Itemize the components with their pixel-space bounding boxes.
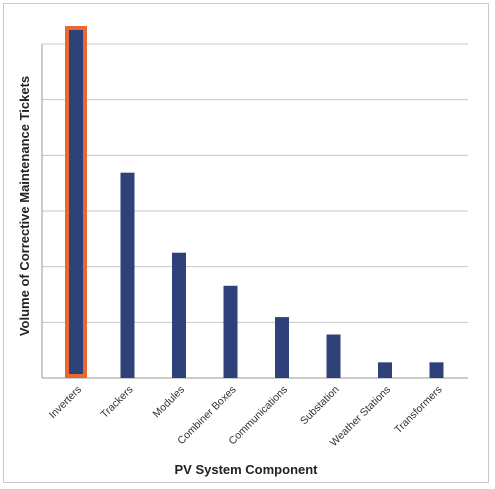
y-axis-label: Volume of Corrective Maintenance Tickets xyxy=(17,76,32,336)
bar-weather-stations xyxy=(378,362,392,378)
bars xyxy=(65,26,444,378)
bar-communications xyxy=(275,317,289,378)
bar-substation xyxy=(326,334,341,378)
bar-inverters xyxy=(69,30,83,374)
bar-modules xyxy=(172,252,186,378)
x-tick-label: Inverters xyxy=(47,384,84,421)
x-tick-label: Trackers xyxy=(99,384,136,421)
gridlines xyxy=(41,43,468,379)
x-axis-label: PV System Component xyxy=(174,462,318,477)
bar-combiner-boxes xyxy=(223,285,238,378)
x-tick-label: Transformers xyxy=(392,384,444,436)
bar-trackers xyxy=(120,172,135,378)
bar-transformers xyxy=(429,362,444,378)
x-tick-label: Modules xyxy=(151,384,188,421)
x-tick-label: Substation xyxy=(298,384,342,428)
